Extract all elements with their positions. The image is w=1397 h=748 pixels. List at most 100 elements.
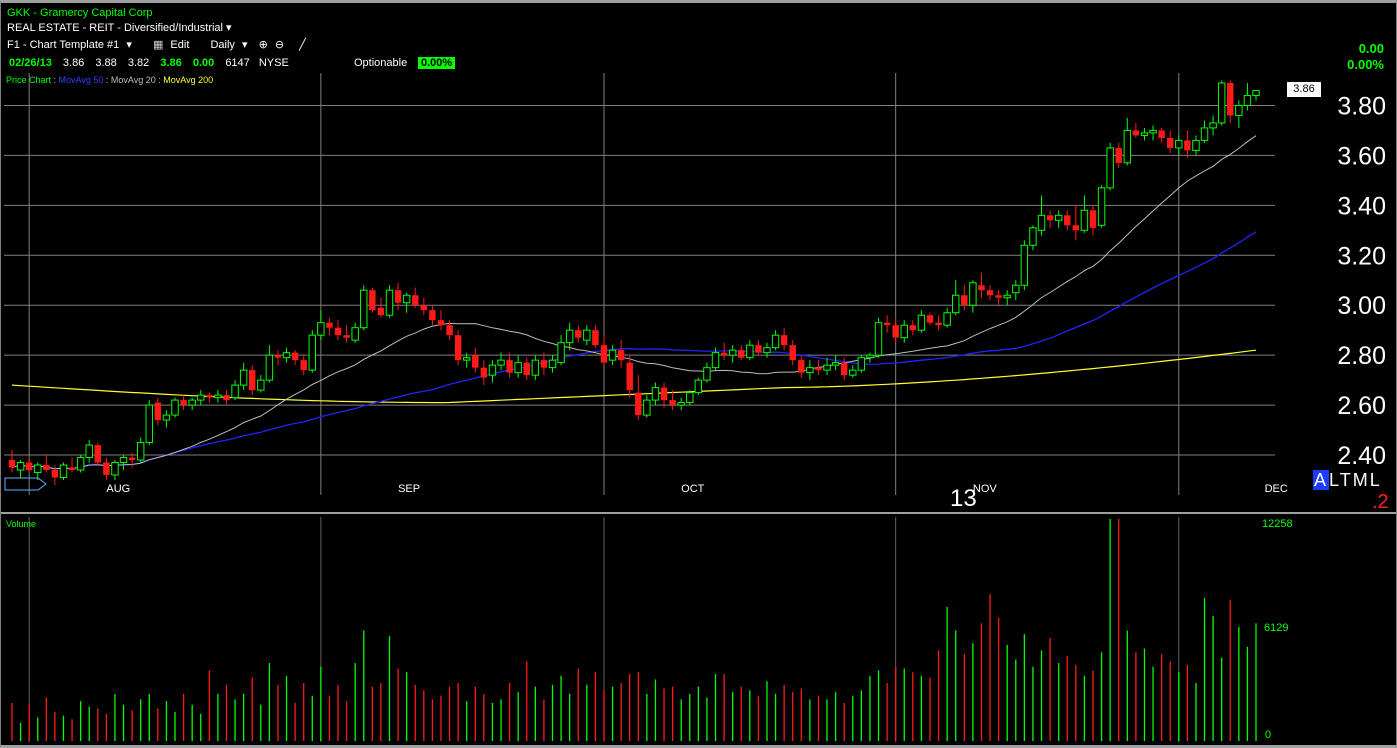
timeframe-option-l2[interactable]: L bbox=[1369, 470, 1382, 490]
candle-body-up bbox=[145, 404, 153, 444]
candle-body-down bbox=[249, 370, 256, 391]
candle-body-down bbox=[420, 305, 428, 311]
candle-body-down bbox=[815, 367, 822, 371]
candle-body-up bbox=[548, 359, 557, 369]
candle-body-up bbox=[59, 464, 68, 479]
candle-body-down bbox=[206, 395, 213, 398]
candle-body-up bbox=[265, 354, 274, 381]
y-tick-label: 3.20 bbox=[1337, 242, 1386, 270]
candle-body-up bbox=[136, 442, 145, 461]
candle-body-up bbox=[317, 322, 325, 336]
candle-body-up bbox=[16, 462, 25, 471]
candle-body-up bbox=[831, 362, 840, 366]
candle-body-down bbox=[480, 367, 488, 378]
candle-body-up bbox=[239, 369, 248, 386]
candle-body-down bbox=[926, 315, 934, 323]
candle-body-up bbox=[1149, 129, 1157, 134]
candle-body-down bbox=[669, 400, 676, 406]
candle-body-up bbox=[385, 289, 394, 316]
candle-body-up bbox=[900, 324, 908, 339]
draw-pen-icon[interactable]: ╱ bbox=[299, 39, 306, 51]
indicator-legend: Price Chart : MovAvg 50 : MovAvg 20 : Mo… bbox=[6, 74, 213, 87]
candle-body-up bbox=[531, 359, 540, 376]
candle-body-up bbox=[1217, 82, 1226, 124]
candle-body-down bbox=[128, 457, 136, 461]
candle-body-up bbox=[462, 357, 471, 361]
candle-body-down bbox=[412, 295, 419, 306]
candle-body-up bbox=[1106, 147, 1114, 189]
candle-body-up bbox=[1200, 127, 1209, 141]
candle-body-up bbox=[1012, 284, 1020, 294]
candle-body-up bbox=[823, 364, 831, 371]
chart-grid bbox=[4, 73, 1275, 742]
candle-body-up bbox=[1192, 139, 1200, 151]
candle-body-up bbox=[771, 334, 780, 349]
candle-body-down bbox=[1158, 130, 1165, 138]
x-tick-label: OCT bbox=[681, 483, 705, 495]
candle-body-up bbox=[565, 329, 574, 344]
legend-ma20[interactable]: MovAvg 20 bbox=[110, 75, 156, 85]
candle-body-up bbox=[728, 349, 737, 356]
y-tick-label: 2.40 bbox=[1337, 442, 1386, 470]
candle-body-down bbox=[1166, 137, 1174, 148]
timeframe-option-t[interactable]: T bbox=[1339, 470, 1353, 490]
legend-ma200[interactable]: MovAvg 200 bbox=[163, 75, 214, 85]
ticker-symbol[interactable]: GKK bbox=[7, 7, 31, 19]
candle-body-down bbox=[575, 330, 582, 338]
legend-ma50[interactable]: MovAvg 50 bbox=[58, 75, 104, 85]
candle-body-down bbox=[798, 360, 805, 373]
candle-body-down bbox=[472, 355, 479, 368]
candle-body-up bbox=[874, 322, 883, 356]
grid-icon: ▦ bbox=[152, 39, 164, 51]
candle-body-up bbox=[162, 414, 171, 421]
template-dropdown[interactable]: F1 - Chart Template #1 ▾ bbox=[7, 39, 136, 51]
candle-body-down bbox=[300, 360, 307, 371]
candle-body-down bbox=[780, 335, 788, 346]
candle-body-up bbox=[402, 294, 411, 304]
y-tick-label: 2.80 bbox=[1337, 342, 1386, 370]
candle-body-up bbox=[197, 394, 205, 401]
candle-body-up bbox=[1252, 89, 1260, 96]
legend-price-chart[interactable]: Price Chart bbox=[6, 75, 52, 85]
right-change-pct: 0.00% bbox=[1347, 57, 1384, 72]
candle-body-down bbox=[935, 322, 942, 326]
candle-body-down bbox=[454, 335, 462, 361]
timeframe-option-m[interactable]: M bbox=[1352, 470, 1370, 490]
candle-body-up bbox=[214, 394, 222, 399]
edit-button[interactable]: ▦ Edit bbox=[153, 39, 193, 51]
timeframe-option-l[interactable]: L bbox=[1329, 470, 1340, 490]
volume-label: Volume bbox=[6, 519, 37, 529]
candle-body-up bbox=[1029, 227, 1037, 246]
quote-low: 3.82 bbox=[127, 57, 150, 69]
zoom-in-icon[interactable]: ⊕ bbox=[258, 39, 268, 51]
candle-body-up bbox=[34, 464, 42, 474]
candle-body-up bbox=[119, 457, 128, 464]
candle-body-up bbox=[677, 402, 685, 406]
candle-body-up bbox=[257, 379, 265, 391]
candle-body-down bbox=[789, 345, 796, 361]
candle-body-down bbox=[660, 387, 668, 401]
candle-body-down bbox=[369, 290, 376, 311]
candle-body-up bbox=[686, 392, 694, 404]
candle-body-up bbox=[76, 457, 85, 471]
quote-volume: 6147 bbox=[225, 57, 250, 69]
y-tick-label: 3.00 bbox=[1337, 292, 1386, 320]
timeframe-option-a[interactable]: A bbox=[1313, 470, 1330, 490]
candle-body-up bbox=[1020, 244, 1029, 286]
candle-body-up bbox=[1140, 132, 1149, 136]
sector-dropdown[interactable]: REAL ESTATE - REIT - Diversified/Industr… bbox=[7, 22, 232, 35]
candle-body-down bbox=[961, 295, 968, 306]
interval-dropdown[interactable]: Daily ▾ bbox=[210, 39, 251, 51]
candle-body-down bbox=[840, 362, 848, 376]
candle-body-up bbox=[282, 352, 291, 359]
candle-body-down bbox=[68, 467, 76, 471]
ma50-line bbox=[11, 231, 1257, 470]
candle-body-up bbox=[711, 352, 720, 369]
candle-body-up bbox=[746, 344, 754, 359]
candle-body-up bbox=[308, 334, 316, 371]
quote-high: 3.88 bbox=[95, 57, 117, 69]
candle-body-up bbox=[351, 327, 359, 341]
candle-body-up bbox=[969, 282, 977, 306]
zoom-out-icon[interactable]: ⊖ bbox=[274, 39, 285, 51]
